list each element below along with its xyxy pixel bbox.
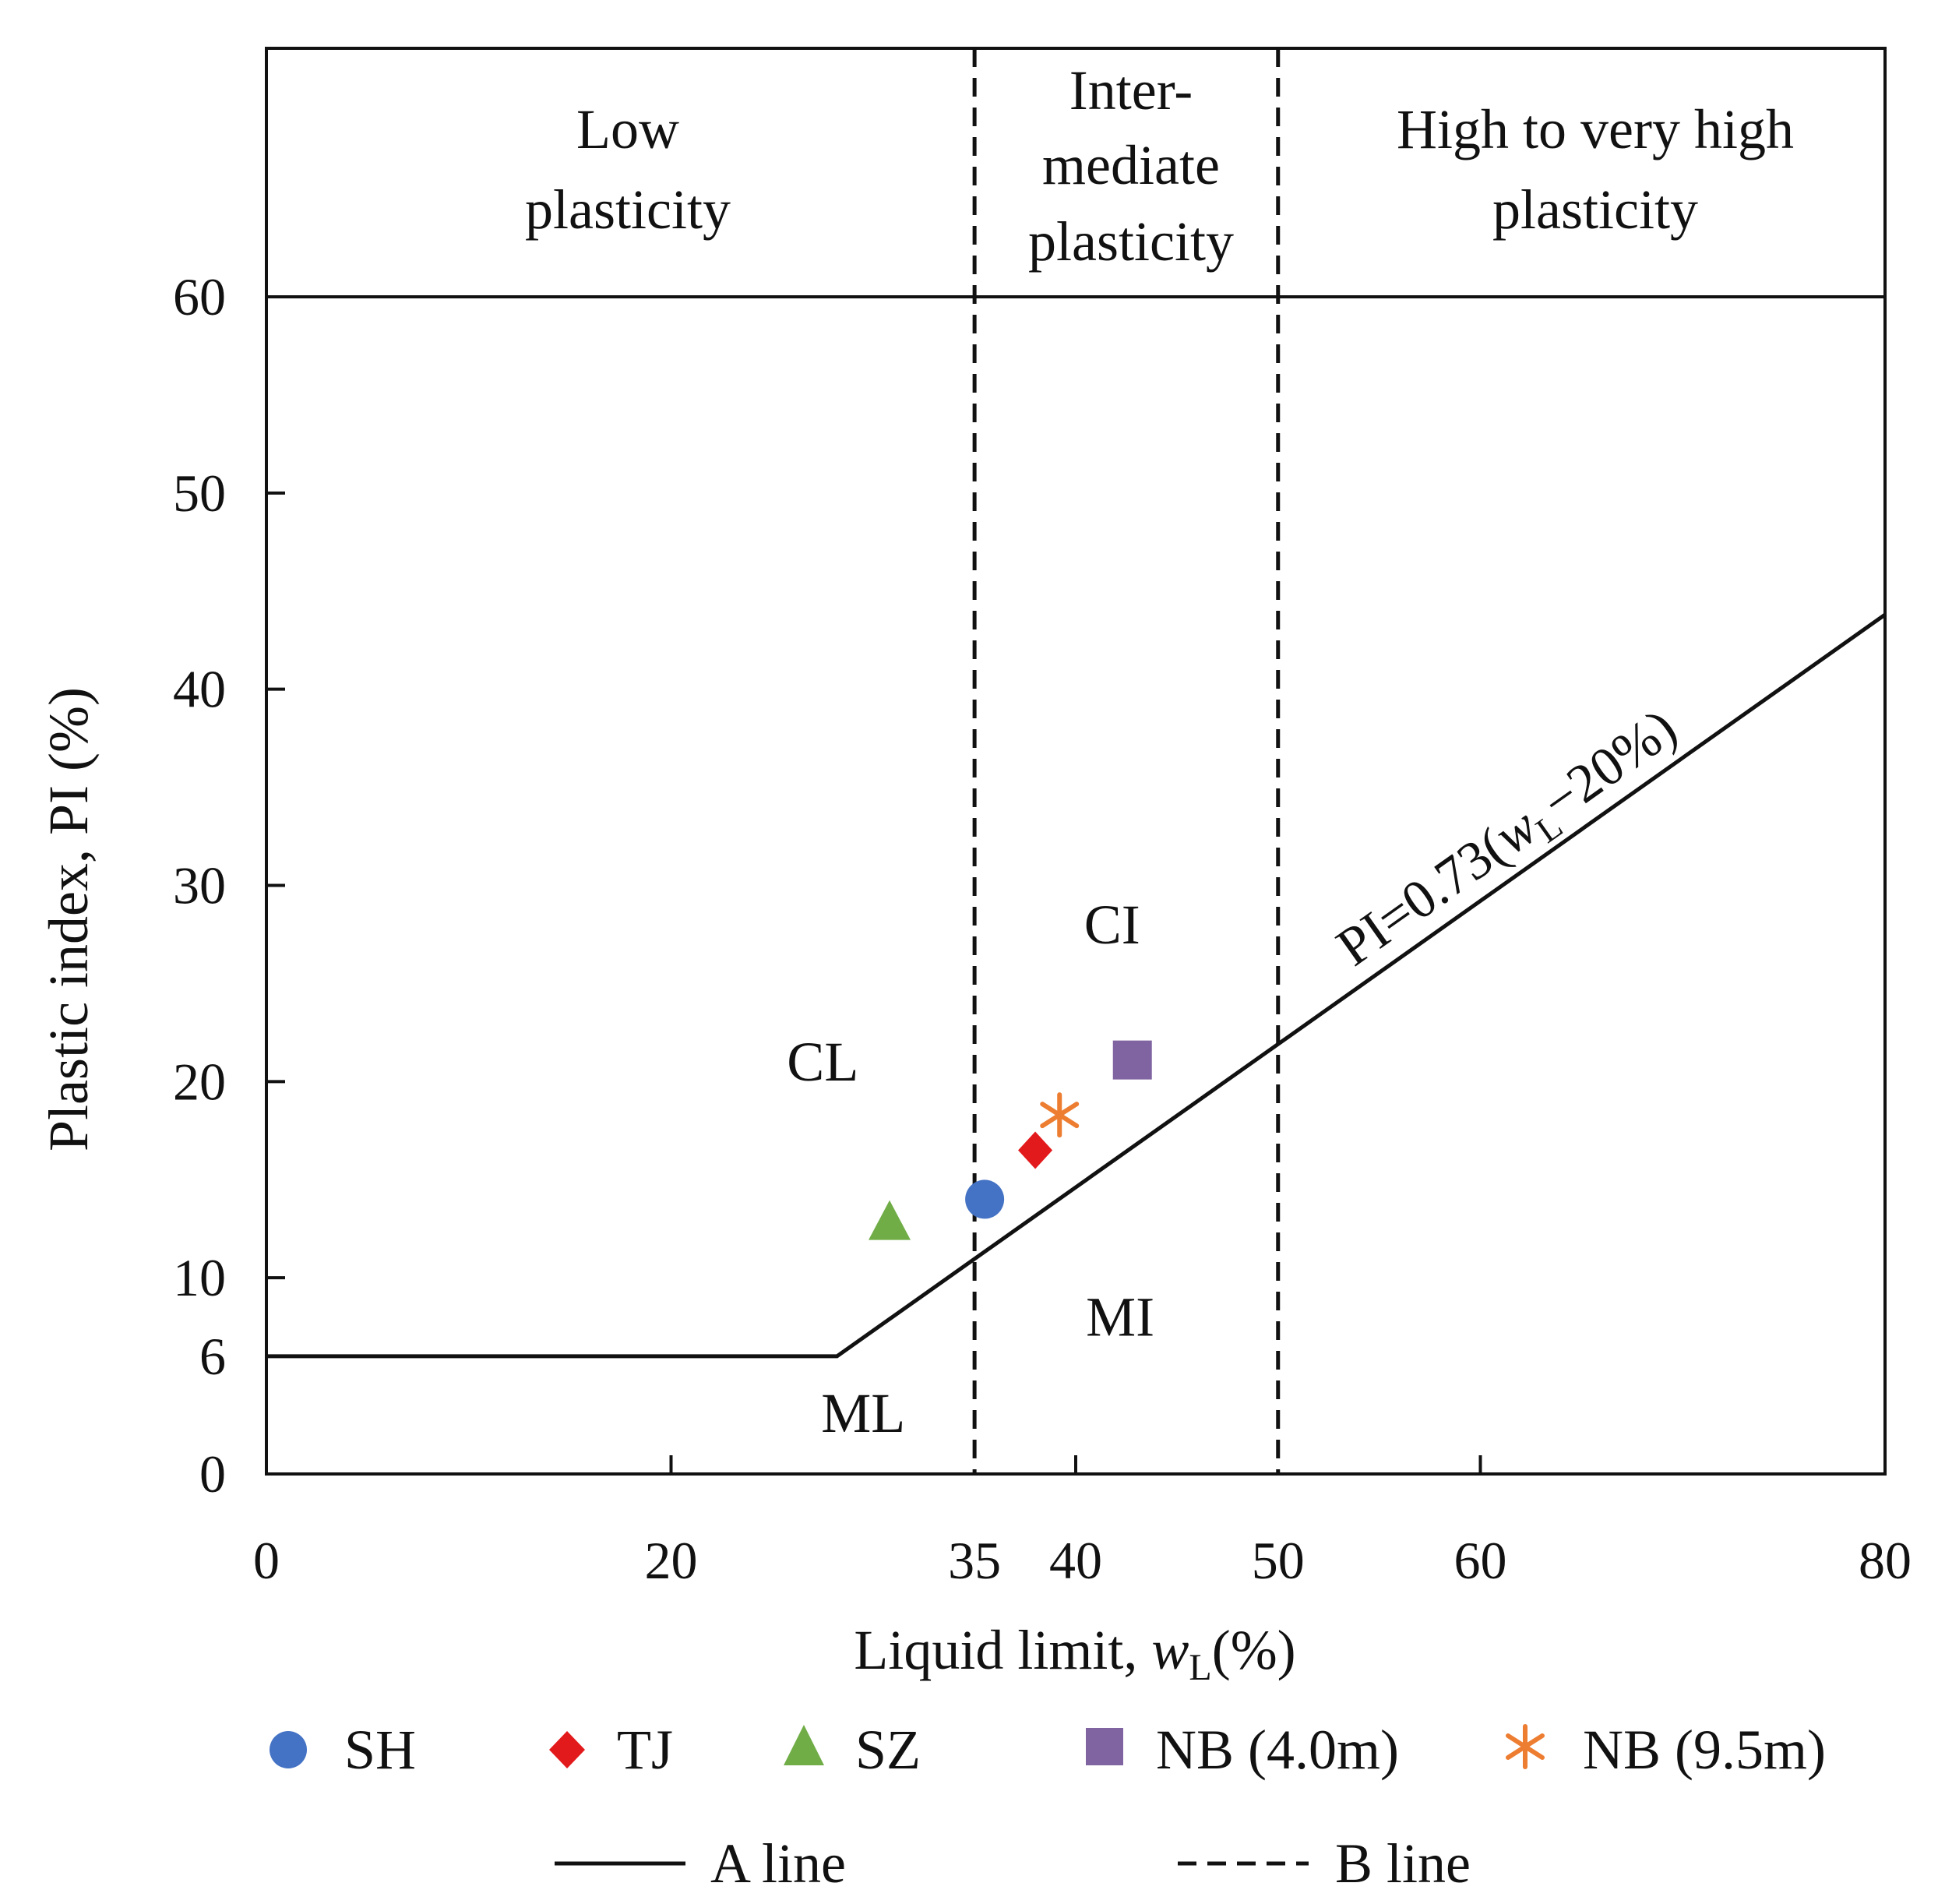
legend-marker-sh [270, 1731, 307, 1768]
legend-label-nb-4m: NB (4.0m) [1156, 1719, 1399, 1781]
y-tick-label: 0 [199, 1444, 226, 1504]
marker-nb-9-5m [1040, 1092, 1080, 1138]
legend-marker-nb-4m [1086, 1728, 1123, 1765]
y-tick-label: 60 [173, 267, 226, 326]
legend-label-nb-9-5m: NB (9.5m) [1583, 1719, 1826, 1781]
legend-label-tj: TJ [617, 1719, 673, 1781]
y-axis-title: Plastic index, PI (%) [37, 687, 100, 1151]
legend-item-b-line: B line [1178, 1832, 1471, 1895]
region-label-cl: CL [787, 1031, 858, 1093]
data-markers [869, 1040, 1152, 1240]
region-labels: CL CI MI ML [787, 894, 1154, 1444]
legend-item-a-line: A line [555, 1832, 846, 1895]
legend: SH TJ SZ NB (4.0m) NB (9.5m) A line [270, 1719, 1826, 1895]
marker-tj [1018, 1131, 1053, 1169]
marker-sz [869, 1200, 911, 1240]
region-label-ci: CI [1084, 894, 1140, 956]
legend-marker-sz [784, 1725, 824, 1765]
legend-item-sz: SZ [784, 1719, 921, 1781]
a-line [266, 612, 1887, 1359]
y-axis-ticks: 0 6 10 20 30 40 50 60 [173, 267, 285, 1504]
x-tick-label: 80 [1859, 1531, 1912, 1590]
y-tick-label: 30 [173, 856, 226, 915]
region-label-ml: ML [821, 1382, 905, 1444]
y-tick-label: 10 [173, 1248, 226, 1307]
zone-high-line-2: plasticity [1492, 178, 1698, 241]
zone-low-line-2: plasticity [525, 178, 731, 241]
legend-item-tj: TJ [549, 1719, 673, 1781]
marker-nb-4-0m [1112, 1040, 1152, 1080]
x-tick-label: 20 [645, 1531, 698, 1590]
x-tick-label: 60 [1454, 1531, 1507, 1590]
zone-intermediate-line-3: plasticity [1028, 210, 1234, 273]
x-tick-label: 40 [1049, 1531, 1102, 1590]
legend-marker-nb-9-5m [1506, 1724, 1545, 1769]
y-tick-label: 40 [173, 660, 226, 719]
legend-label-a-line: A line [710, 1832, 846, 1895]
legend-item-nb-4m: NB (4.0m) [1086, 1719, 1399, 1781]
y-tick-label: 50 [173, 464, 226, 523]
legend-item-sh: SH [270, 1719, 416, 1781]
legend-marker-tj [549, 1731, 585, 1768]
legend-label-b-line: B line [1335, 1832, 1471, 1895]
x-tick-label: 50 [1252, 1531, 1305, 1590]
zone-intermediate-line-2: mediate [1042, 134, 1220, 196]
a-line-equation: PI=0.73(wL−20%) [1327, 698, 1691, 983]
zone-intermediate-line-1: Inter- [1069, 59, 1193, 122]
x-tick-label: 0 [253, 1531, 280, 1590]
legend-label-sz: SZ [855, 1719, 921, 1781]
x-axis-title: Liquid limit, wL(%) [854, 1619, 1295, 1688]
legend-label-sh: SH [344, 1719, 416, 1781]
marker-sh [965, 1179, 1005, 1219]
zone-low-line-1: Low [576, 98, 679, 160]
x-axis-ticks: 0 20 35 40 50 60 80 [253, 1455, 1912, 1590]
legend-item-nb-9-5m [1506, 1724, 1545, 1769]
zone-high-line-1: High to very high [1397, 98, 1794, 160]
y-tick-label: 6 [199, 1327, 226, 1386]
x-tick-label: 35 [948, 1531, 1001, 1590]
region-label-mi: MI [1086, 1286, 1154, 1349]
y-tick-label: 20 [173, 1052, 226, 1111]
